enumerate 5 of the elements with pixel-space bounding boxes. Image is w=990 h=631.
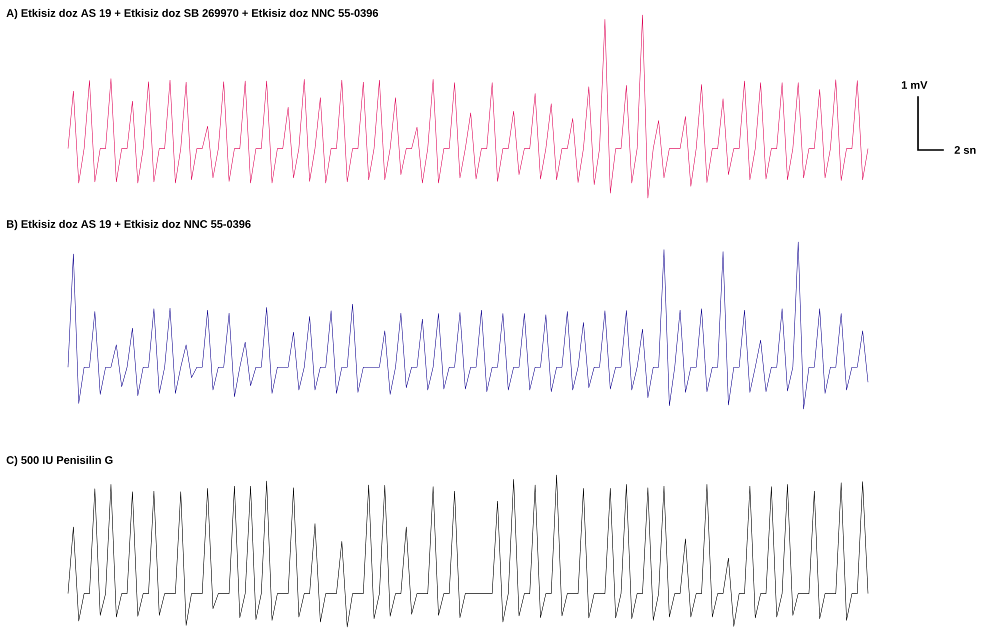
chart-title: B) Etkisiz doz AS 19 + Etkisiz doz NNC 55-0396 (6, 220, 251, 230)
chart-title: A) Etkisiz doz AS 19 + Etkisiz doz SB 269970 + Etkisiz doz NNC 55-0396 (6, 8, 378, 20)
text: 1 mV (902, 81, 928, 89)
text: 2 sn (954, 146, 976, 154)
chart-title: C) 500 IU Penisilin G (6, 456, 112, 466)
